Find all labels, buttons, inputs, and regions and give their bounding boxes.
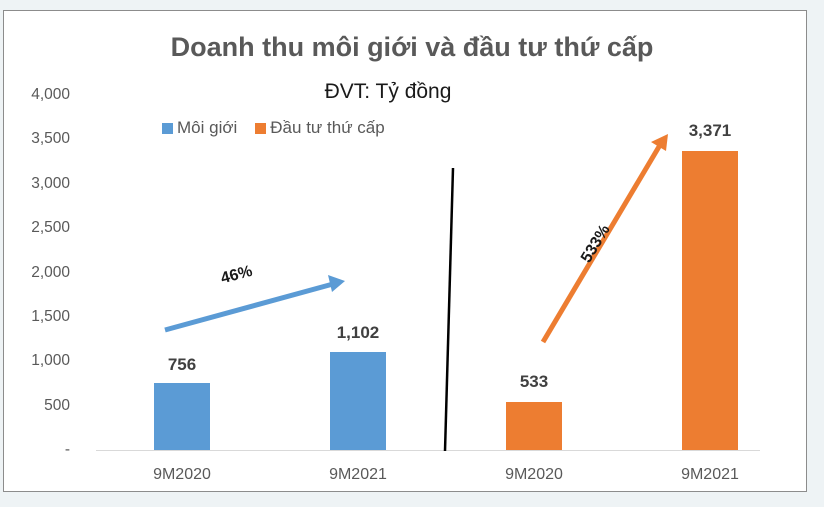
bar-dau-tu-9m2020 xyxy=(506,402,562,450)
bar-moi-gioi-9m2021 xyxy=(330,352,386,450)
arrow-orange-icon xyxy=(540,134,668,344)
bar-value-label: 533 xyxy=(519,372,549,391)
y-tick: 2,500 xyxy=(31,219,70,236)
legend-swatch-orange-icon xyxy=(255,122,267,134)
chart-title: Doanh thu môi giới và đầu tư thứ cấp xyxy=(170,32,654,62)
y-tick: 2,000 xyxy=(31,264,70,281)
bar-value-label: 3,371 xyxy=(688,121,732,140)
legend-label: Đầu tư thứ cấp xyxy=(270,118,385,137)
bar-value-label: 756 xyxy=(167,355,197,374)
y-tick: 500 xyxy=(44,397,70,414)
chart-subtitle: ĐVT: Tỷ đồng xyxy=(324,80,452,103)
y-tick: 1,000 xyxy=(31,352,70,369)
arrow-blue-icon xyxy=(164,275,345,333)
x-tick: 9M2020 xyxy=(505,466,563,483)
y-tick: 3,000 xyxy=(31,175,70,192)
x-tick: 9M2021 xyxy=(329,466,387,483)
y-tick: 4,000 xyxy=(31,86,70,103)
x-axis-line xyxy=(96,450,760,451)
bar-value-label: 1,102 xyxy=(336,323,380,342)
x-tick: 9M2021 xyxy=(681,466,739,483)
legend-swatch-blue-icon xyxy=(162,122,173,134)
y-tick: 3,500 xyxy=(31,130,70,147)
section-divider xyxy=(443,167,455,452)
y-tick: - xyxy=(64,441,70,458)
x-tick: 9M2020 xyxy=(153,466,211,483)
legend-item-dau-tu-thu-cap: Đầu tư thứ cấp xyxy=(255,118,385,138)
bar-moi-gioi-9m2020 xyxy=(154,383,210,450)
y-tick: 1,500 xyxy=(31,308,70,325)
bar-dau-tu-9m2021 xyxy=(682,151,738,450)
chart-frame xyxy=(3,10,807,492)
legend-label: Môi giới xyxy=(177,118,238,137)
legend-item-moi-gioi: Môi giới xyxy=(162,118,237,138)
legend: Môi giới Đầu tư thứ cấp xyxy=(162,118,385,138)
